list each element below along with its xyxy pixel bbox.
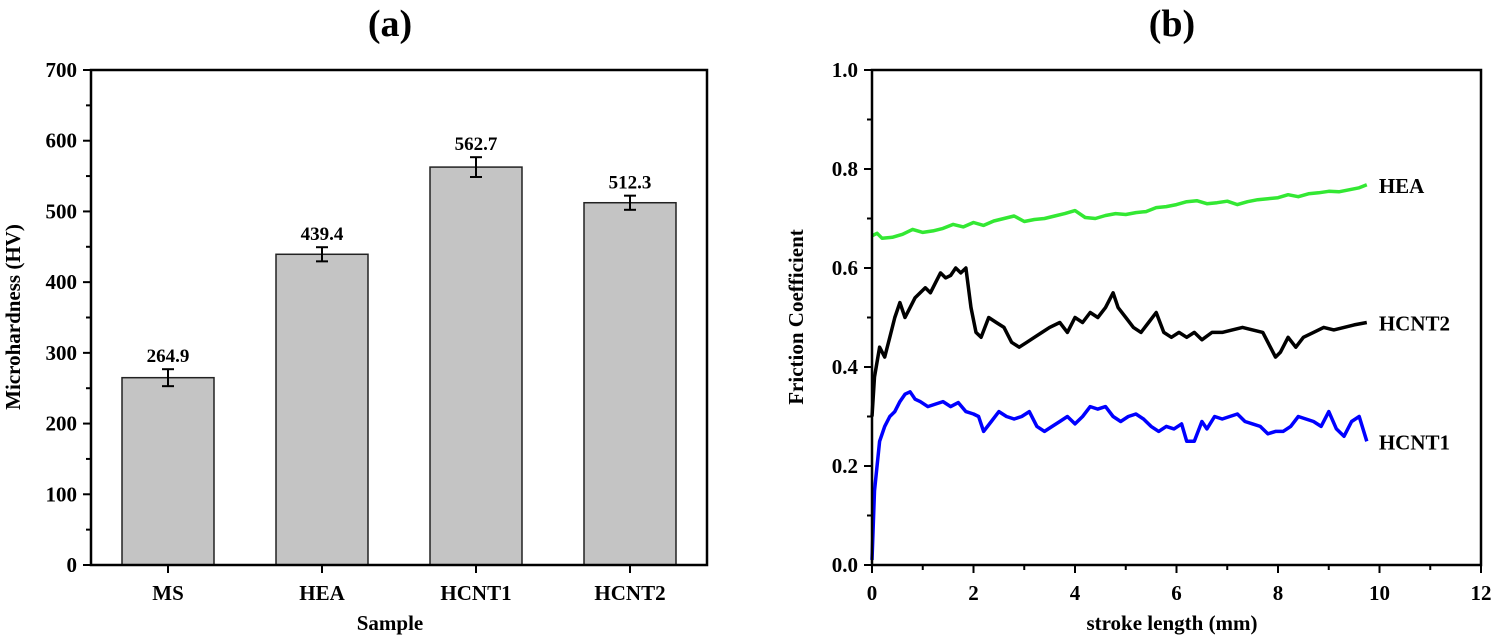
y-axis-label: Friction Coefficient — [784, 229, 808, 405]
x-tick-label: 6 — [1171, 581, 1182, 605]
x-tick-label: HCNT2 — [594, 581, 665, 605]
x-axis-ticks: MS HEA HCNT1 HCNT2 — [152, 565, 666, 605]
x-tick-label: HEA — [299, 581, 345, 605]
x-axis-label: stroke length (mm) — [1086, 611, 1257, 635]
error-bar — [162, 368, 174, 388]
series-label-hcnt2: HCNT2 — [1379, 311, 1450, 335]
y-tick-label: 400 — [46, 270, 78, 294]
y-tick-label: 0.2 — [832, 454, 858, 478]
y-tick-label: 300 — [46, 341, 78, 365]
series-label-hcnt1: HCNT1 — [1379, 430, 1450, 454]
series-labels: HEA HCNT2 HCNT1 — [1379, 174, 1450, 454]
value-label: 562.7 — [455, 134, 498, 155]
y-tick-label: 0.6 — [832, 256, 858, 280]
value-label: 439.4 — [301, 224, 344, 245]
error-bar — [624, 194, 636, 211]
y-tick-label: 200 — [46, 412, 78, 436]
series-hea — [871, 183, 1368, 241]
y-axis-ticks: 0 100 200 300 400 500 600 700 — [46, 58, 91, 577]
x-tick-label: 2 — [968, 581, 979, 605]
y-tick-label: 0 — [67, 553, 78, 577]
y-tick-label: 500 — [46, 199, 78, 223]
x-axis-ticks: 0 2 4 6 8 10 12 — [867, 565, 1492, 605]
series-hcnt2 — [870, 266, 1368, 417]
x-tick-label: MS — [152, 581, 184, 605]
bars: 264.9 439.4 562.7 512.3 — [121, 134, 677, 566]
y-tick-label: 100 — [46, 482, 78, 506]
y-axis-ticks: 0.0 0.2 0.4 0.6 0.8 1.0 — [832, 58, 872, 577]
x-tick-label: 4 — [1070, 581, 1081, 605]
value-label: 512.3 — [609, 173, 652, 194]
y-tick-label: 0.8 — [832, 157, 858, 181]
y-tick-label: 0.4 — [832, 355, 859, 379]
panel-b-title: (b) — [1149, 3, 1195, 45]
x-axis-label: Sample — [357, 611, 424, 635]
bar-ms — [121, 376, 215, 566]
bar-hcnt2 — [583, 201, 677, 566]
y-tick-label: 700 — [46, 58, 78, 82]
x-tick-label: HCNT1 — [440, 581, 511, 605]
y-tick-label: 0.0 — [832, 553, 858, 577]
x-tick-label: 12 — [1471, 581, 1492, 605]
error-bar — [316, 246, 328, 263]
panel-b-line-chart: (b) 0.0 0.2 0.4 0.6 0.8 1.0 0 2 4 6 8 10 12 HEA HCNT… — [784, 3, 1492, 635]
x-tick-label: 0 — [867, 581, 878, 605]
x-tick-label: 8 — [1273, 581, 1284, 605]
line-series — [870, 183, 1369, 561]
x-tick-label: 10 — [1369, 581, 1390, 605]
series-hcnt1 — [870, 390, 1369, 561]
y-tick-label: 1.0 — [832, 58, 858, 82]
bar-hea — [275, 253, 369, 566]
value-label: 264.9 — [147, 346, 190, 367]
error-bar — [470, 156, 482, 178]
y-axis-label: Microhardness (HV) — [1, 224, 25, 410]
panel-a-bar-chart: (a) 264.9 439.4 562.7 512.3 0 100 200 300 400 50… — [1, 3, 709, 635]
y-tick-label: 600 — [46, 129, 78, 153]
series-label-hea: HEA — [1379, 174, 1425, 198]
bar-hcnt1 — [429, 166, 523, 566]
panel-a-title: (a) — [368, 3, 412, 45]
